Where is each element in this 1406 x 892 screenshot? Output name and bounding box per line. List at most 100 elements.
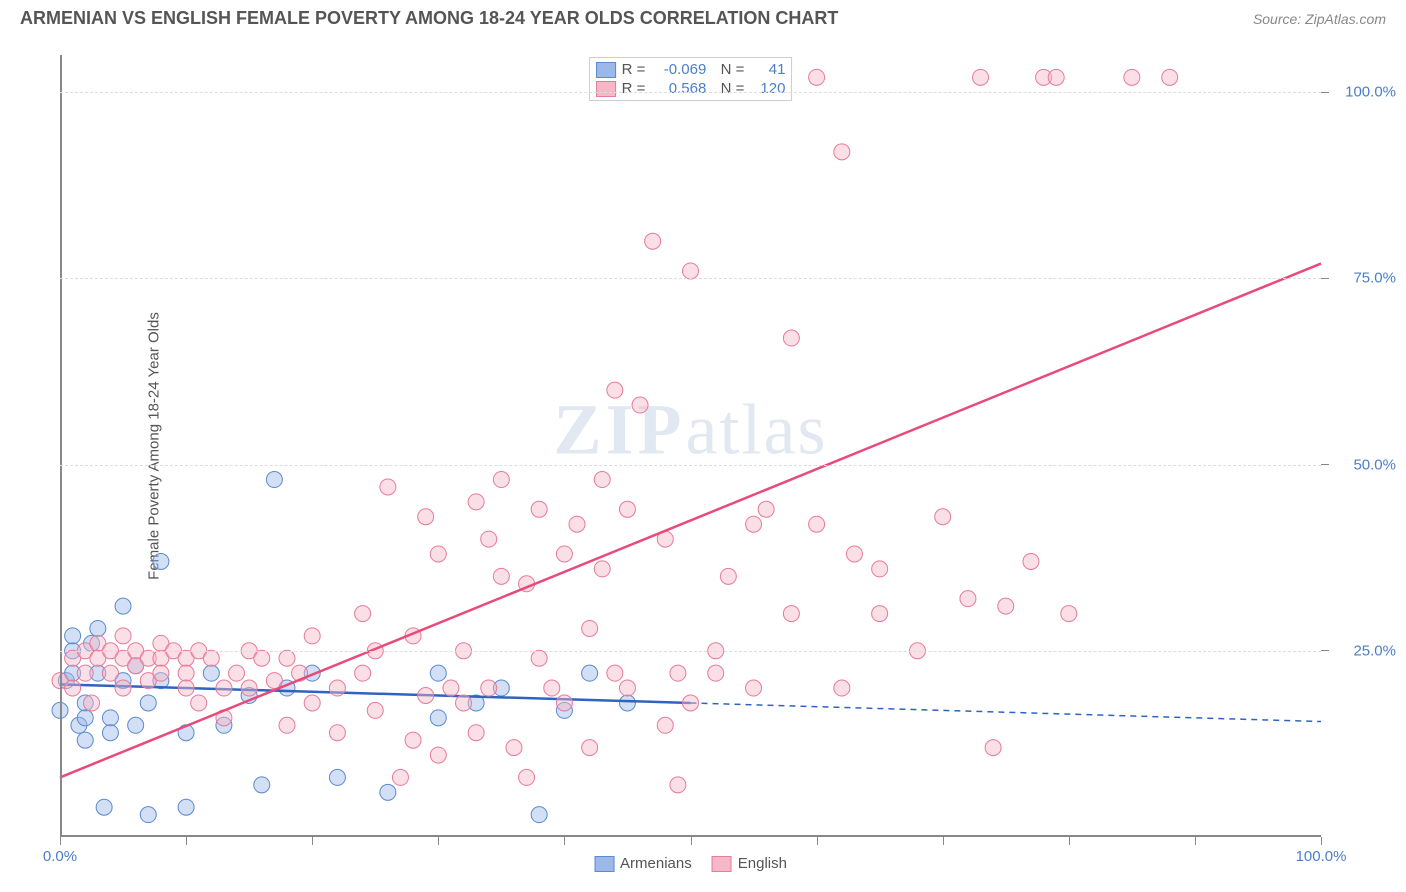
scatter-point (266, 673, 282, 689)
scatter-point (84, 695, 100, 711)
scatter-point (670, 665, 686, 681)
trend-line-extension (691, 703, 1322, 722)
x-tick (1321, 837, 1322, 845)
svg-layer (60, 55, 1321, 837)
scatter-point (418, 687, 434, 703)
scatter-point (102, 725, 118, 741)
scatter-point (985, 740, 1001, 756)
x-tick (438, 837, 439, 845)
scatter-point (65, 628, 81, 644)
scatter-point (115, 680, 131, 696)
scatter-point (367, 702, 383, 718)
scatter-point (468, 494, 484, 510)
scatter-point (430, 546, 446, 562)
scatter-point (430, 747, 446, 763)
scatter-point (783, 330, 799, 346)
gridline (60, 92, 1321, 93)
legend-series: Armenians English (594, 855, 787, 872)
scatter-point (809, 69, 825, 85)
scatter-point (216, 680, 232, 696)
scatter-point (380, 784, 396, 800)
x-tick (691, 837, 692, 845)
swatch-icon (596, 81, 616, 97)
scatter-point (619, 680, 635, 696)
scatter-point (102, 665, 118, 681)
scatter-point (266, 472, 282, 488)
y-axis (60, 55, 62, 837)
scatter-point (380, 479, 396, 495)
scatter-point (619, 501, 635, 517)
scatter-point (657, 717, 673, 733)
scatter-point (203, 665, 219, 681)
scatter-point (430, 665, 446, 681)
scatter-point (115, 628, 131, 644)
legend-label: English (738, 855, 787, 872)
scatter-point (229, 665, 245, 681)
scatter-point (544, 680, 560, 696)
scatter-point (846, 546, 862, 562)
scatter-point (405, 732, 421, 748)
scatter-point (96, 799, 112, 815)
scatter-point (1048, 69, 1064, 85)
scatter-point (607, 382, 623, 398)
scatter-point (1061, 606, 1077, 622)
scatter-point (960, 591, 976, 607)
scatter-point (758, 501, 774, 517)
scatter-point (556, 546, 572, 562)
scatter-point (998, 598, 1014, 614)
scatter-point (355, 665, 371, 681)
scatter-point (140, 807, 156, 823)
scatter-point (481, 531, 497, 547)
x-tick-label: 100.0% (1296, 848, 1347, 865)
scatter-point (493, 568, 509, 584)
legend-label: Armenians (620, 855, 692, 872)
scatter-point (531, 501, 547, 517)
scatter-point (607, 665, 623, 681)
scatter-point (304, 695, 320, 711)
x-tick (564, 837, 565, 845)
scatter-point (456, 695, 472, 711)
scatter-point (153, 553, 169, 569)
scatter-point (1124, 69, 1140, 85)
x-tick (312, 837, 313, 845)
scatter-point (430, 710, 446, 726)
scatter-point (304, 628, 320, 644)
scatter-point (254, 650, 270, 666)
legend-row: R =0.568 N =120 (596, 79, 786, 98)
scatter-point (683, 263, 699, 279)
x-tick-label: 0.0% (43, 848, 77, 865)
scatter-point (90, 620, 106, 636)
x-tick (943, 837, 944, 845)
swatch-icon (596, 62, 616, 78)
scatter-point (582, 665, 598, 681)
scatter-point (935, 509, 951, 525)
scatter-point (418, 509, 434, 525)
scatter-point (746, 680, 762, 696)
legend-correlation: R =-0.069 N =41R =0.568 N =120 (589, 57, 793, 101)
title-bar: ARMENIAN VS ENGLISH FEMALE POVERTY AMONG… (0, 0, 1406, 29)
scatter-point (191, 695, 207, 711)
scatter-point (531, 807, 547, 823)
scatter-point (834, 680, 850, 696)
scatter-point (77, 665, 93, 681)
scatter-point (355, 606, 371, 622)
scatter-point (329, 725, 345, 741)
scatter-point (178, 680, 194, 696)
scatter-point (619, 695, 635, 711)
legend-item: English (712, 855, 787, 872)
scatter-point (594, 472, 610, 488)
scatter-point (128, 717, 144, 733)
scatter-point (809, 516, 825, 532)
x-tick (60, 837, 61, 845)
scatter-point (140, 695, 156, 711)
x-tick (1195, 837, 1196, 845)
swatch-icon (712, 856, 732, 872)
scatter-point (481, 680, 497, 696)
scatter-point (203, 650, 219, 666)
scatter-point (493, 472, 509, 488)
scatter-point (834, 144, 850, 160)
gridline (60, 651, 1321, 652)
scatter-point (153, 665, 169, 681)
scatter-point (594, 561, 610, 577)
x-tick (1069, 837, 1070, 845)
